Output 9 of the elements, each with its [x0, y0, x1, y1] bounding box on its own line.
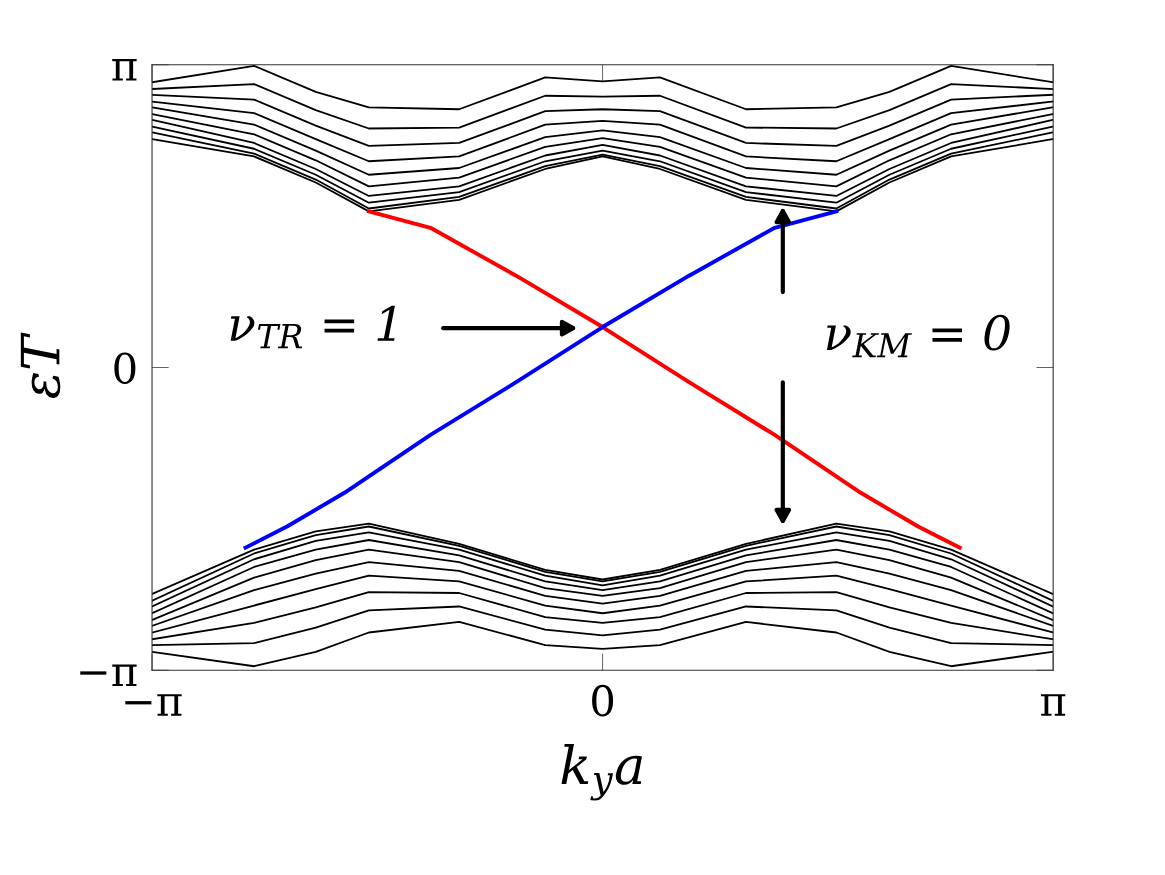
y-tick-label: 0: [114, 352, 136, 384]
x-tick-label: π: [1040, 694, 1066, 716]
y-tick-label: π: [112, 58, 137, 81]
y-tick-label: −π: [80, 664, 137, 687]
annotation: ν$_{KM}$ = 0: [826, 314, 1010, 358]
x-tick-label: 0: [592, 684, 614, 717]
annotation: ν$_{TR}$ = 1: [230, 305, 395, 349]
x-axis-title: k$_{y}$a: [561, 743, 642, 801]
y-axis-title: εT: [20, 332, 61, 399]
